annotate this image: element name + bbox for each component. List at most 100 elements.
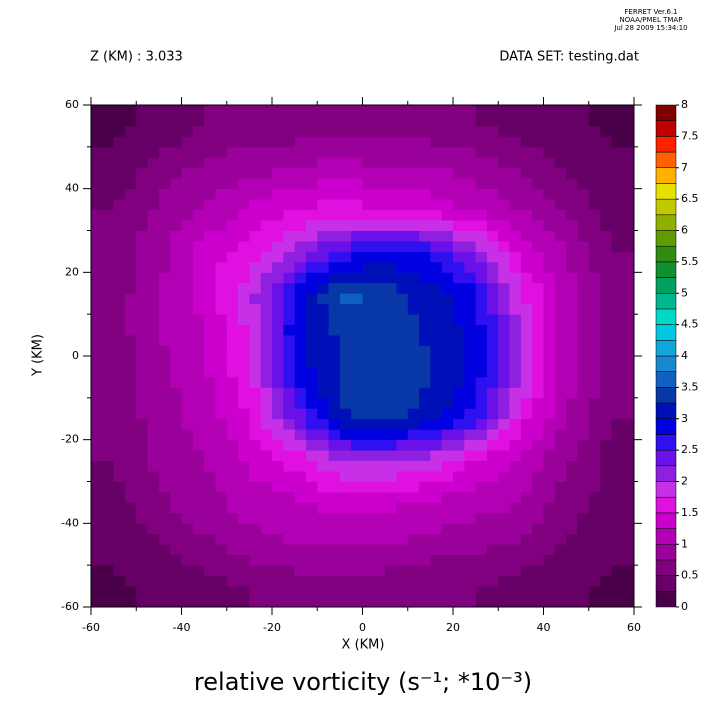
contour-cell bbox=[204, 209, 216, 221]
contour-cell bbox=[305, 356, 318, 367]
contour-cell bbox=[520, 523, 533, 535]
contour-cell bbox=[283, 491, 296, 503]
contour-cell bbox=[566, 240, 578, 252]
contour-cell bbox=[430, 261, 443, 273]
contour-cell bbox=[385, 533, 397, 545]
contour-cell bbox=[577, 376, 590, 388]
contour-cell bbox=[226, 335, 239, 346]
contour-cell bbox=[475, 523, 488, 535]
contour-cell bbox=[396, 178, 409, 190]
contour-cell bbox=[328, 157, 341, 169]
contour-cell bbox=[419, 272, 431, 284]
contour-cell bbox=[566, 408, 578, 420]
contour-cell bbox=[124, 533, 137, 545]
contour-cell bbox=[305, 157, 318, 169]
contour-cell bbox=[532, 314, 544, 326]
contour-cell bbox=[600, 188, 612, 200]
contour-cell bbox=[238, 387, 250, 399]
contour-cell bbox=[407, 157, 420, 169]
contour-cell bbox=[373, 575, 386, 587]
contour-cell bbox=[124, 314, 137, 326]
contour-cell bbox=[339, 460, 352, 472]
contour-cell bbox=[430, 565, 443, 577]
contour-cell bbox=[260, 335, 273, 346]
contour-cell bbox=[260, 408, 273, 420]
contour-cell bbox=[260, 157, 273, 169]
contour-cell bbox=[430, 251, 443, 263]
contour-cell bbox=[339, 188, 352, 200]
contour-cell bbox=[622, 293, 635, 305]
contour-cell bbox=[611, 554, 624, 566]
contour-cell bbox=[91, 429, 103, 441]
contour-cell bbox=[283, 220, 296, 231]
contour-cell bbox=[622, 544, 635, 556]
contour-cell bbox=[91, 491, 103, 503]
contour-cell bbox=[464, 105, 477, 116]
contour-cell bbox=[362, 544, 375, 556]
contour-cell bbox=[181, 115, 194, 127]
contour-cell bbox=[543, 502, 556, 514]
contour-cell bbox=[272, 199, 284, 210]
contour-cell bbox=[260, 460, 273, 472]
contour-cell bbox=[498, 387, 510, 399]
contour-cell bbox=[509, 136, 522, 148]
colorbar-box bbox=[655, 340, 677, 357]
contour-cell bbox=[181, 429, 194, 441]
contour-cell bbox=[204, 293, 216, 305]
contour-cell bbox=[566, 596, 578, 608]
contour-cell bbox=[339, 471, 352, 482]
contour-cell bbox=[441, 167, 454, 179]
contour-cell bbox=[611, 366, 624, 378]
contour-cell bbox=[486, 429, 499, 441]
contour-cell bbox=[249, 261, 262, 273]
contour-cell bbox=[486, 439, 499, 451]
contour-cell bbox=[543, 523, 556, 535]
contour-cell bbox=[124, 324, 137, 336]
contour-cell bbox=[498, 199, 510, 210]
contour-cell bbox=[249, 502, 262, 514]
contour-cell bbox=[453, 450, 465, 461]
colorbar-box bbox=[655, 544, 677, 561]
contour-cell bbox=[249, 324, 262, 336]
contour-cell bbox=[305, 230, 318, 242]
contour-cell bbox=[317, 376, 329, 388]
colorbar-box bbox=[655, 261, 677, 278]
contour-cell bbox=[226, 146, 239, 158]
contour-cell bbox=[577, 314, 590, 326]
contour-cell bbox=[453, 282, 465, 294]
contour-cell bbox=[181, 418, 194, 430]
contour-cell bbox=[611, 105, 624, 116]
contour-cell bbox=[192, 293, 205, 305]
contour-cell bbox=[430, 356, 443, 367]
contour-cell bbox=[170, 397, 182, 409]
contour-cell bbox=[419, 220, 431, 231]
contour-cell bbox=[181, 491, 194, 503]
contour-cell bbox=[577, 335, 590, 346]
contour-cell bbox=[317, 125, 329, 137]
contour-cell bbox=[453, 544, 465, 556]
contour-cell bbox=[577, 586, 590, 597]
contour-cell bbox=[486, 544, 499, 556]
contour-cell bbox=[543, 167, 556, 179]
contour-cell bbox=[181, 408, 194, 420]
contour-cell bbox=[113, 439, 126, 451]
contour-cell bbox=[441, 251, 454, 263]
contour-cell bbox=[328, 251, 341, 263]
contour-cell bbox=[249, 251, 262, 263]
contour-cell bbox=[91, 293, 103, 305]
contour-cell bbox=[407, 167, 420, 179]
contour-cell bbox=[102, 512, 115, 524]
contour-cell bbox=[147, 335, 160, 346]
contour-cell bbox=[464, 439, 477, 451]
contour-cell bbox=[577, 450, 590, 461]
contour-cell bbox=[486, 366, 499, 378]
contour-cell bbox=[509, 575, 522, 587]
contour-cell bbox=[396, 220, 409, 231]
contour-cell bbox=[441, 314, 454, 326]
contour-cell bbox=[124, 303, 137, 315]
contour-cell bbox=[464, 324, 477, 336]
contour-cell bbox=[328, 136, 341, 148]
contour-cell bbox=[543, 303, 556, 315]
contour-cell bbox=[272, 146, 284, 158]
contour-cell bbox=[520, 261, 533, 273]
